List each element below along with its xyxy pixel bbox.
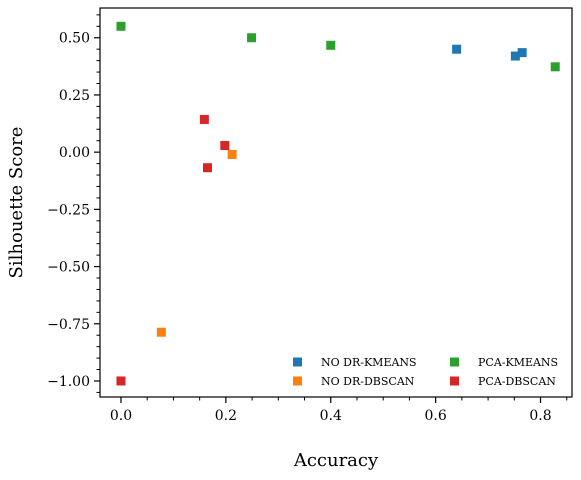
legend-label: PCA-DBSCAN bbox=[478, 375, 556, 388]
y-tick-label: −0.25 bbox=[47, 202, 90, 218]
x-axis-title: Accuracy bbox=[293, 450, 379, 471]
point-pca-kmeans bbox=[116, 21, 126, 31]
point-pca-kmeans bbox=[550, 62, 560, 72]
y-tick-label: 0.00 bbox=[59, 145, 90, 161]
legend-label: PCA-KMEANS bbox=[478, 356, 558, 369]
point-pca-kmeans bbox=[326, 40, 336, 50]
point-pca-dbscan bbox=[116, 376, 126, 386]
y-tick-label: −0.50 bbox=[47, 260, 90, 276]
point-no-dr-dbscan bbox=[227, 149, 237, 159]
legend-marker bbox=[293, 357, 302, 367]
point-no-dr-kmeans bbox=[452, 44, 462, 54]
point-no-dr-dbscan bbox=[156, 327, 166, 337]
y-tick-label: −1.00 bbox=[47, 374, 90, 390]
y-tick-label: 0.25 bbox=[59, 88, 90, 104]
point-no-dr-kmeans bbox=[517, 48, 527, 58]
y-tick-label: −0.75 bbox=[47, 317, 90, 333]
legend: NO DR-KMEANS NO DR-DBSCAN PCA-KMEANS PCA-DB… bbox=[293, 356, 558, 388]
point-pca-dbscan bbox=[199, 114, 209, 124]
point-pca-dbscan bbox=[220, 141, 230, 151]
ticks-layer: 0.0 0.2 0.4 0.6 0.8 0.50 0.25 0.00 −0.25 −0.50 −0.… bbox=[47, 14, 568, 424]
points-layer bbox=[116, 21, 560, 386]
legend-marker bbox=[450, 357, 459, 367]
point-pca-dbscan bbox=[203, 163, 213, 173]
x-tick-label: 0.8 bbox=[529, 408, 551, 424]
y-axis-title: Silhouette Score bbox=[6, 127, 27, 279]
point-pca-kmeans bbox=[247, 33, 257, 43]
legend-label: NO DR-KMEANS bbox=[321, 356, 417, 369]
legend-marker bbox=[450, 376, 459, 386]
legend-marker bbox=[293, 376, 302, 386]
x-tick-label: 0.4 bbox=[320, 408, 342, 424]
legend-label: NO DR-DBSCAN bbox=[321, 375, 415, 388]
point-no-dr-kmeans bbox=[510, 51, 520, 61]
y-tick-label: 0.50 bbox=[59, 31, 90, 47]
x-tick-label: 0.2 bbox=[215, 408, 237, 424]
x-tick-label: 0.6 bbox=[425, 408, 447, 424]
plot-frame bbox=[99, 7, 573, 398]
x-tick-label: 0.0 bbox=[110, 408, 132, 424]
